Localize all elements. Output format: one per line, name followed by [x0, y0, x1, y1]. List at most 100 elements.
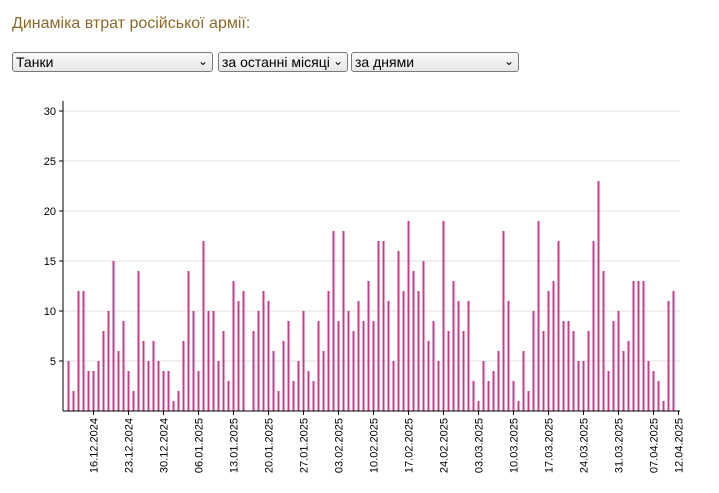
bar — [472, 381, 475, 411]
bar — [347, 311, 350, 411]
bar — [327, 291, 330, 411]
bar — [582, 361, 585, 411]
bar — [397, 251, 400, 411]
bar — [672, 291, 675, 411]
y-tick-label: 10 — [44, 306, 56, 318]
bar — [122, 321, 125, 411]
bar — [447, 331, 450, 411]
bar — [537, 221, 540, 411]
bar — [197, 371, 200, 411]
bar — [567, 321, 570, 411]
bar — [502, 231, 505, 411]
bar — [407, 221, 410, 411]
bar — [602, 271, 605, 411]
bar — [562, 321, 565, 411]
bar — [322, 351, 325, 411]
x-tick-label: 17.03.2025 — [544, 418, 556, 473]
bar — [382, 241, 385, 411]
period-select[interactable]: за останні місяці ⌄ — [218, 52, 348, 72]
chevron-down-icon: ⌄ — [332, 54, 343, 68]
bar — [272, 351, 275, 411]
bar — [637, 281, 640, 411]
bar — [267, 301, 270, 411]
bar — [207, 311, 210, 411]
bar — [217, 361, 220, 411]
bar — [182, 341, 185, 411]
bar — [277, 391, 280, 411]
grouping-select-value: за днями — [355, 54, 415, 70]
bar — [317, 321, 320, 411]
bar — [667, 301, 670, 411]
bar — [117, 351, 120, 411]
bar — [422, 261, 425, 411]
x-tick-label: 03.03.2025 — [474, 418, 486, 473]
bar — [282, 341, 285, 411]
bar — [662, 401, 665, 411]
bar — [512, 381, 515, 411]
bar — [112, 261, 115, 411]
bar — [187, 271, 190, 411]
x-tick-label: 24.02.2025 — [439, 418, 451, 473]
bar — [642, 281, 645, 411]
y-tick-label: 25 — [44, 156, 56, 168]
bar — [362, 321, 365, 411]
y-tick-label: 15 — [44, 256, 56, 268]
bar — [412, 271, 415, 411]
bar — [442, 221, 445, 411]
bar — [157, 361, 160, 411]
bar — [177, 391, 180, 411]
chevron-down-icon: ⌄ — [503, 54, 514, 68]
bar — [292, 381, 295, 411]
bar — [107, 311, 110, 411]
x-tick-label: 23.12.2024 — [124, 418, 136, 473]
bar — [262, 291, 265, 411]
bar — [212, 311, 215, 411]
bar — [387, 301, 390, 411]
bar — [607, 371, 610, 411]
bar — [82, 291, 85, 411]
bar — [252, 331, 255, 411]
bar — [427, 341, 430, 411]
x-tick-label: 03.02.2025 — [334, 418, 346, 473]
bar — [152, 341, 155, 411]
bar — [497, 351, 500, 411]
bar — [547, 291, 550, 411]
bar — [87, 371, 90, 411]
bar — [557, 241, 560, 411]
bar — [492, 371, 495, 411]
bar — [302, 311, 305, 411]
bar — [617, 311, 620, 411]
bar — [332, 231, 335, 411]
period-select-value: за останні місяці — [222, 54, 330, 70]
bar — [652, 371, 655, 411]
bar — [307, 371, 310, 411]
bar — [102, 331, 105, 411]
page-title: Динаміка втрат російської армії: — [12, 15, 251, 32]
x-tick-label: 06.01.2025 — [194, 418, 206, 473]
bar — [597, 181, 600, 411]
grouping-select[interactable]: за днями ⌄ — [351, 52, 519, 72]
bar — [572, 331, 575, 411]
category-select-value: Танки — [16, 54, 54, 70]
bar — [92, 371, 95, 411]
bar — [172, 401, 175, 411]
category-select[interactable]: Танки ⌄ — [12, 52, 213, 72]
bar — [377, 241, 380, 411]
bar — [132, 391, 135, 411]
bar — [147, 361, 150, 411]
bar — [417, 291, 420, 411]
x-tick-label: 10.03.2025 — [509, 418, 521, 473]
x-tick-label: 16.12.2024 — [89, 418, 101, 473]
bar — [532, 311, 535, 411]
bar — [297, 361, 300, 411]
x-tick-label: 20.01.2025 — [264, 418, 276, 473]
x-tick-label: 27.01.2025 — [299, 418, 311, 473]
bar — [612, 321, 615, 411]
bar — [542, 331, 545, 411]
bar — [392, 361, 395, 411]
bar — [372, 321, 375, 411]
bar — [72, 391, 75, 411]
bar — [587, 331, 590, 411]
bar — [167, 371, 170, 411]
